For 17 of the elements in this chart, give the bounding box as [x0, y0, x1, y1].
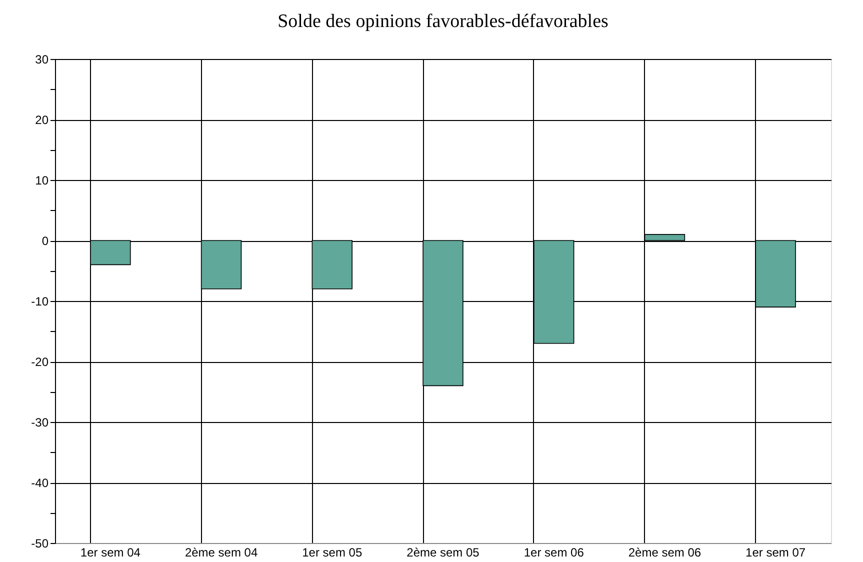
- y-tick-label: 10: [35, 174, 49, 188]
- x-tick-label: 1er sem 07: [746, 546, 806, 560]
- y-tick-label: -50: [31, 536, 49, 550]
- y-tick-label: 0: [42, 234, 49, 248]
- x-tick-label: 2ème sem 05: [406, 546, 480, 560]
- y-tick-label: 20: [35, 113, 49, 127]
- x-tick-label: 1er sem 06: [524, 546, 584, 560]
- x-tick-label: 2ème sem 06: [628, 546, 702, 560]
- y-tick-label: 30: [35, 52, 49, 66]
- x-tick-label: 1er sem 04: [80, 546, 141, 560]
- x-tick-label: 1er sem 05: [302, 546, 362, 560]
- y-tick-label: -30: [31, 416, 49, 430]
- y-tick-label: -20: [31, 355, 49, 369]
- x-tick-label: 2ème sem 04: [184, 546, 258, 560]
- chart-title: Solde des opinions favorables-défavorables: [278, 11, 608, 32]
- y-tick-label: -10: [31, 294, 49, 308]
- y-tick-label: -40: [31, 476, 49, 490]
